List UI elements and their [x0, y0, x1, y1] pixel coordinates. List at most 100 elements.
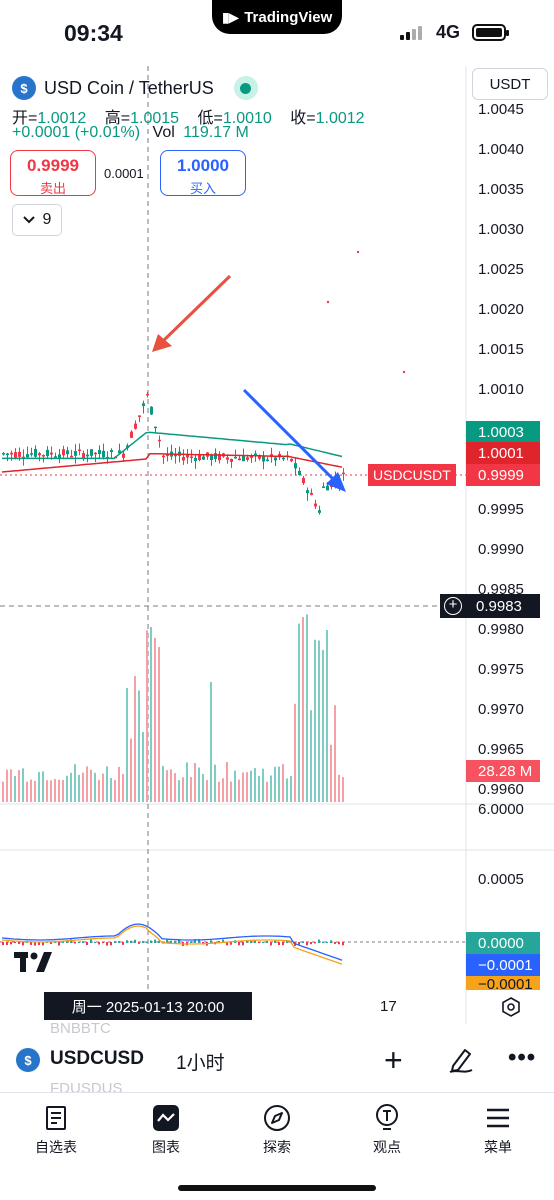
buy-button[interactable]: 1.0000 买入	[160, 150, 246, 196]
macd-histogram-bar	[238, 942, 240, 946]
candle-body	[14, 452, 17, 458]
usdc-coin-icon: $	[16, 1048, 40, 1072]
drawing-pen-icon[interactable]	[446, 1044, 476, 1074]
ma-green-price-tag: 1.0003	[466, 421, 540, 443]
volume-bar	[94, 772, 96, 802]
volume-bar	[338, 774, 340, 802]
volume-bar	[230, 781, 232, 802]
menu-icon	[458, 1103, 538, 1133]
price-tick: 1.0045	[478, 101, 524, 118]
macd-histogram-bar	[226, 942, 228, 946]
candle-body	[214, 453, 217, 459]
volume-bar	[18, 770, 20, 802]
price-chart[interactable]: 1.0045 1.0040 1.0035 1.0030 1.0025 1.0020 1.00…	[0, 66, 554, 1024]
candle-body	[54, 456, 57, 458]
tradingview-pill-label: TradingView	[244, 8, 333, 26]
candle-body	[38, 453, 41, 456]
buy-price: 1.0000	[177, 156, 229, 175]
currency-button[interactable]: USDT	[472, 68, 548, 100]
chart-icon	[126, 1103, 206, 1133]
spread-value: 0.0001	[104, 166, 144, 181]
volume-bar	[210, 682, 212, 802]
volume-bar	[250, 770, 252, 802]
nav-explore[interactable]: 探索	[237, 1103, 317, 1157]
stray-dot	[356, 250, 360, 254]
nav-ideas[interactable]: 观点	[347, 1103, 427, 1157]
volume-bar	[146, 630, 148, 802]
candle-body	[166, 454, 169, 457]
candle-body	[282, 457, 285, 460]
volume-bar	[206, 780, 208, 802]
add-indicator-plus-icon[interactable]: +	[384, 1042, 403, 1078]
lightbulb-icon	[347, 1103, 427, 1133]
chart-area[interactable]: 1.0045 1.0040 1.0035 1.0030 1.0025 1.0020 1.00…	[0, 66, 554, 1024]
macd-histogram-bar	[130, 940, 132, 943]
macd-histogram-bar	[106, 942, 108, 946]
candle-body	[90, 449, 93, 456]
price-tick: 1.0040	[478, 141, 524, 158]
macd-histogram-bar	[166, 939, 168, 943]
macd-histogram-bar	[138, 942, 140, 944]
volume-bar	[270, 775, 272, 802]
volume-bar	[218, 781, 220, 802]
macd-histogram-bar	[174, 940, 176, 943]
battery-icon	[472, 24, 509, 41]
candle-body	[2, 453, 5, 455]
candle-body	[318, 510, 321, 513]
volume-bar	[130, 738, 132, 802]
macd-histogram-bar	[254, 940, 256, 943]
candle-body	[22, 456, 25, 459]
volume-bar	[266, 781, 268, 802]
candle-body	[134, 423, 137, 429]
macd-histogram-bar	[150, 940, 152, 943]
sell-label: 卖出	[39, 181, 66, 196]
candle-body	[146, 393, 149, 396]
candle-body	[262, 455, 265, 462]
status-bar: 09:34 ▮▶ TradingView 4G	[0, 0, 554, 66]
candle-body	[326, 485, 329, 491]
macd-histogram-bar	[266, 940, 268, 943]
hexagon-settings-icon[interactable]	[500, 996, 522, 1018]
red-arrow-shaft	[160, 274, 232, 344]
price-tick: 1.0025	[478, 261, 524, 278]
high-label: 高=	[104, 110, 131, 127]
macd-histogram-bar	[302, 941, 304, 943]
macd-histogram-bar	[262, 941, 264, 943]
symbol-name-button[interactable]: USDCUSD	[50, 1048, 144, 1069]
macd-histogram-bar	[210, 940, 212, 943]
nav-watchlist[interactable]: 自选表	[16, 1103, 96, 1157]
sell-button[interactable]: 0.9999 卖出	[10, 150, 96, 196]
candle-body	[50, 452, 53, 455]
symbol-title[interactable]: USD Coin / TetherUS	[44, 77, 214, 98]
volume-bar	[330, 744, 332, 802]
candle-body	[210, 455, 213, 460]
add-alert-plus-icon[interactable]: +	[440, 594, 466, 618]
price-tick: 0.9980	[478, 621, 524, 638]
candle-body	[194, 457, 197, 461]
red-arrow-head	[152, 334, 172, 352]
signal-tag: −0.0001	[466, 954, 540, 976]
volume-bar	[42, 771, 44, 802]
more-options-icon[interactable]: •••	[508, 1044, 537, 1071]
candle-body	[142, 403, 145, 407]
sell-price: 0.9999	[27, 156, 79, 175]
nav-menu[interactable]: 菜单	[458, 1103, 538, 1157]
volume-axis-tick: 6.0000	[478, 801, 524, 818]
volume-bar	[190, 777, 192, 802]
volume-bar	[118, 766, 120, 802]
candle-body	[298, 470, 301, 475]
indicators-toggle-button[interactable]: 9	[12, 204, 62, 236]
volume-bar	[306, 614, 308, 802]
volume-bar	[174, 773, 176, 802]
nav-chart[interactable]: 图表	[126, 1103, 206, 1157]
candle-body	[18, 451, 21, 457]
volume-bar	[178, 780, 180, 802]
histogram-tag: −0.0001	[466, 976, 540, 990]
candle-body	[266, 459, 269, 461]
stray-dot	[402, 370, 406, 374]
change-value: +0.0001 (+0.01%)	[12, 124, 141, 141]
macd-axis-tick: 0.0005	[478, 871, 524, 888]
nav-menu-label: 菜单	[484, 1139, 512, 1155]
macd-histogram-bar	[170, 940, 172, 943]
interval-button[interactable]: 1小时	[176, 1053, 225, 1074]
